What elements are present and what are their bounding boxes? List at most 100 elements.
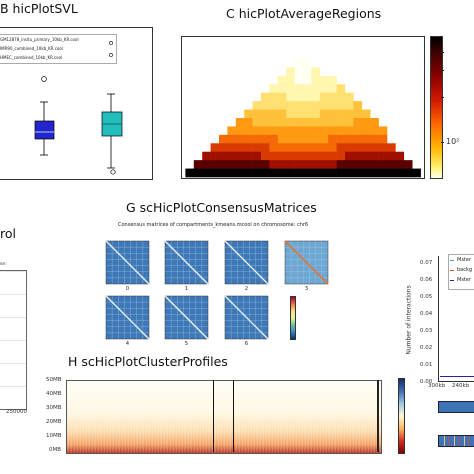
triangle-cell bbox=[227, 126, 237, 136]
triangle-cell bbox=[311, 151, 321, 161]
triangle-cell bbox=[286, 118, 295, 127]
triangle-cell bbox=[185, 168, 195, 178]
triangle-cell bbox=[244, 151, 253, 161]
triangle-cell bbox=[378, 168, 388, 178]
triangle-cell bbox=[328, 75, 337, 85]
triangle-cell bbox=[286, 75, 295, 85]
triangle-cell bbox=[235, 160, 245, 169]
triangle-cell bbox=[361, 126, 371, 136]
triangle-cell bbox=[294, 59, 304, 68]
h-y-tick-20: 20MB bbox=[46, 419, 62, 425]
triangle-cell bbox=[277, 134, 287, 144]
triangle-cell bbox=[244, 126, 253, 136]
triangle-cell bbox=[361, 118, 371, 127]
triangle-cell bbox=[311, 84, 321, 94]
triangle-cell bbox=[345, 160, 354, 169]
triangle-cell bbox=[336, 84, 346, 94]
triangle-cell bbox=[370, 151, 379, 161]
triangle-cell bbox=[210, 151, 220, 161]
i-x-tick-1: 240kb bbox=[452, 383, 470, 389]
triangle-cell bbox=[328, 151, 337, 161]
triangle-cell bbox=[269, 84, 279, 94]
i-legend-2: backg bbox=[457, 267, 473, 273]
triangle-cell bbox=[370, 126, 379, 136]
triangle-cell bbox=[227, 134, 237, 144]
triangle-cell bbox=[336, 109, 346, 119]
triangle-cell bbox=[202, 151, 211, 161]
triangle-cell bbox=[227, 160, 237, 169]
i-y-axis-label: Number of interactions bbox=[405, 285, 413, 355]
legend-entry-2: IMR90_combined_10kb_KR.cool bbox=[0, 46, 63, 51]
triangle-cell bbox=[303, 151, 312, 161]
box-1-outlier bbox=[41, 76, 47, 82]
triangle-cell bbox=[269, 92, 279, 102]
triangle-cell bbox=[395, 160, 405, 169]
h-y-tick-50: 50MB bbox=[46, 377, 62, 383]
triangle-cell bbox=[319, 160, 329, 169]
triangle-cell bbox=[345, 109, 354, 119]
triangle-cell bbox=[219, 151, 228, 161]
panel-f-plot bbox=[0, 270, 27, 410]
triangle-cell bbox=[319, 168, 329, 178]
triangle-cell bbox=[269, 143, 279, 153]
triangle-cell bbox=[311, 143, 321, 153]
triangle-cell bbox=[286, 109, 295, 119]
triangle-cell bbox=[336, 126, 346, 136]
triangle-cell bbox=[336, 168, 346, 178]
triangle-cell bbox=[378, 151, 388, 161]
triangle-cell bbox=[303, 109, 312, 119]
triangle-cell bbox=[328, 92, 337, 102]
triangle-cell bbox=[336, 160, 346, 169]
triangle-cell bbox=[319, 126, 329, 136]
triangle-cell bbox=[252, 168, 262, 178]
triangle-cell bbox=[336, 101, 346, 110]
i-x-tick-0: 300kb bbox=[428, 383, 446, 389]
triangle-cell bbox=[294, 134, 304, 144]
triangle-cell bbox=[286, 143, 295, 153]
triangle-cell bbox=[277, 168, 287, 178]
triangle-cell bbox=[294, 101, 304, 110]
legend-entry-1: GM12878_insitu_primary_10kb_KR.cool bbox=[0, 37, 79, 42]
triangle-cell bbox=[286, 151, 295, 161]
triangle-cell bbox=[252, 126, 262, 136]
triangle-cell bbox=[336, 143, 346, 153]
i-y-tick-2: 0.05 bbox=[420, 294, 433, 300]
triangle-cell bbox=[345, 101, 354, 110]
triangle-cell bbox=[311, 118, 321, 127]
triangle-cell bbox=[378, 143, 388, 153]
triangle-cell bbox=[387, 168, 396, 178]
triangle-cell bbox=[235, 143, 245, 153]
matrix-label-1: 1 bbox=[185, 286, 188, 292]
triangle-cell bbox=[361, 109, 371, 119]
triangle-cell bbox=[219, 134, 228, 144]
triangle-cell bbox=[277, 118, 287, 127]
triangle-cell bbox=[336, 151, 346, 161]
triangle-cell bbox=[235, 134, 245, 144]
triangle-cell bbox=[261, 109, 270, 119]
triangle-cell bbox=[319, 118, 329, 127]
triangle-cell bbox=[193, 160, 203, 169]
triangle-cell bbox=[227, 143, 237, 153]
panel-c-title: C hicPlotAverageRegions bbox=[226, 6, 382, 21]
panel-b-legend: GM12878_insitu_primary_10kb_KR.cool IMR9… bbox=[0, 34, 117, 64]
triangle-cell bbox=[311, 160, 321, 169]
panel-g-subtitle: Consensus matrices of compartments_kmean… bbox=[118, 222, 309, 228]
i-track-2 bbox=[438, 435, 474, 447]
panel-g-title: G scHicPlotConsensusMatrices bbox=[126, 200, 317, 215]
triangle-cell bbox=[328, 101, 337, 110]
triangle-cell bbox=[361, 160, 371, 169]
triangle-cell bbox=[319, 101, 329, 110]
triangle-cell bbox=[294, 126, 304, 136]
triangle-cell bbox=[269, 118, 279, 127]
triangle-cell bbox=[219, 160, 228, 169]
triangle-cell bbox=[303, 143, 312, 153]
triangle-cell bbox=[311, 75, 321, 85]
triangle-cell bbox=[353, 168, 363, 178]
colorbar-tick-label: 10² bbox=[446, 137, 460, 146]
triangle-cell bbox=[235, 151, 245, 161]
triangle-cell bbox=[319, 151, 329, 161]
i-y-tick-5: 0.02 bbox=[420, 345, 433, 351]
triangle-cell bbox=[219, 168, 228, 178]
triangle-cell bbox=[277, 109, 287, 119]
matrix-label-3: 3 bbox=[305, 286, 308, 292]
